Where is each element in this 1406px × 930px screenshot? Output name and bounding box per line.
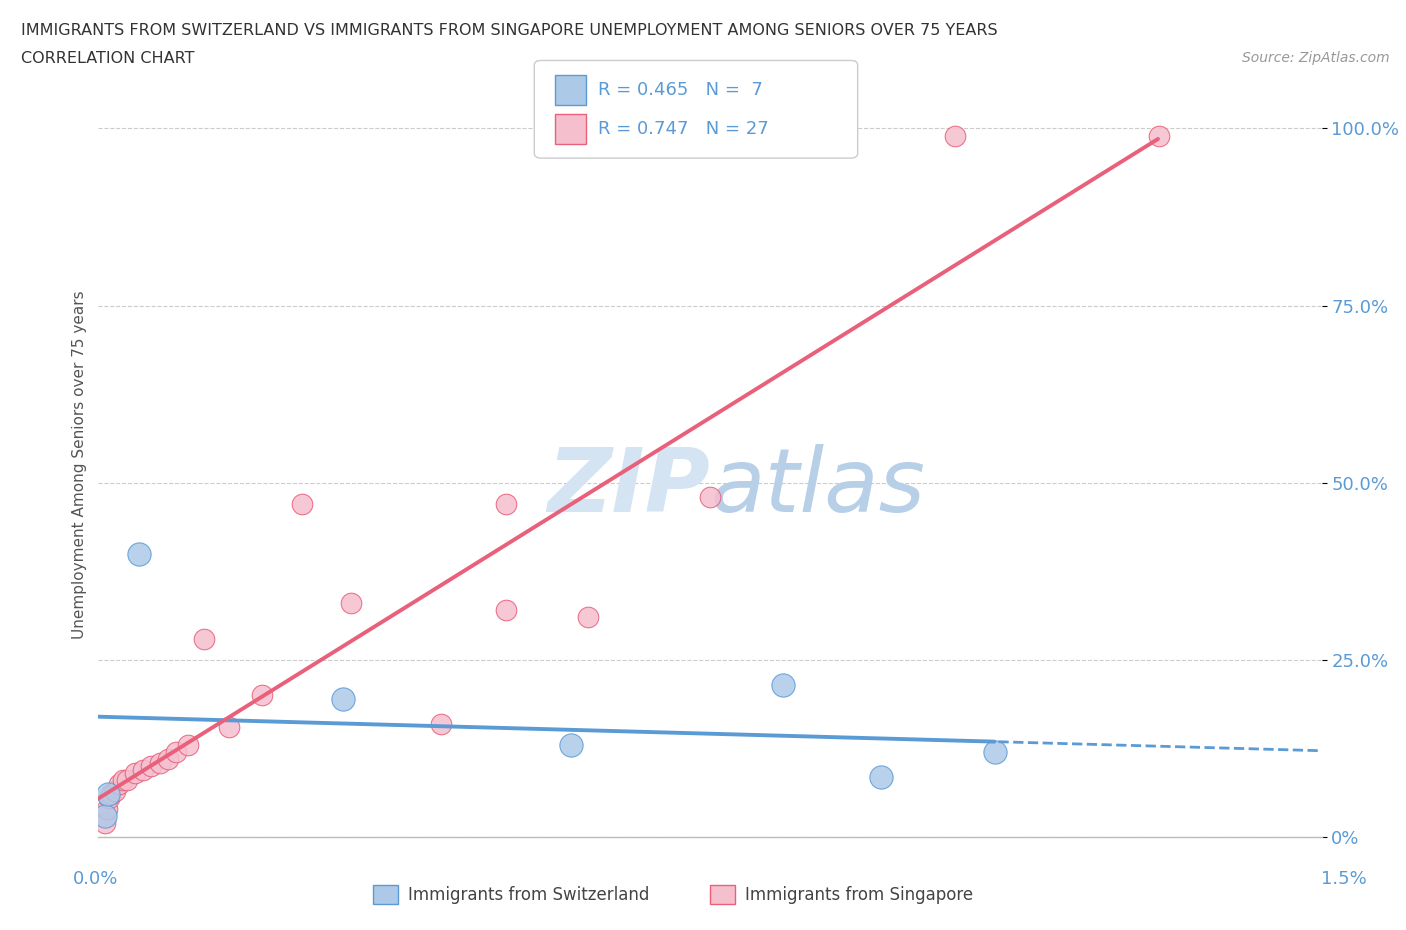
Point xyxy=(96,802,118,817)
Point xyxy=(149,755,172,770)
Point xyxy=(984,745,1007,760)
Point xyxy=(165,745,187,760)
Text: CORRELATION CHART: CORRELATION CHART xyxy=(21,51,194,66)
Point xyxy=(340,596,363,611)
Point xyxy=(218,720,240,735)
Point xyxy=(156,751,179,766)
Point xyxy=(772,677,794,692)
Point xyxy=(943,128,966,143)
Point xyxy=(132,763,155,777)
Point xyxy=(94,808,117,823)
Text: 1.5%: 1.5% xyxy=(1322,870,1367,888)
Point xyxy=(111,773,134,788)
Point xyxy=(141,759,163,774)
Text: 0.0%: 0.0% xyxy=(73,870,118,888)
Point xyxy=(104,783,127,798)
Point xyxy=(495,603,517,618)
Text: R = 0.747   N = 27: R = 0.747 N = 27 xyxy=(598,120,768,139)
Point xyxy=(291,497,314,512)
Point xyxy=(108,777,131,791)
Point xyxy=(430,716,453,731)
Point xyxy=(332,691,354,706)
Point xyxy=(124,765,146,780)
Y-axis label: Unemployment Among Seniors over 75 years: Unemployment Among Seniors over 75 years xyxy=(72,291,87,639)
Point xyxy=(177,737,200,752)
Text: atlas: atlas xyxy=(710,445,925,530)
Point xyxy=(870,769,893,784)
Point xyxy=(699,489,721,504)
Text: Source: ZipAtlas.com: Source: ZipAtlas.com xyxy=(1241,51,1389,65)
Text: IMMIGRANTS FROM SWITZERLAND VS IMMIGRANTS FROM SINGAPORE UNEMPLOYMENT AMONG SENI: IMMIGRANTS FROM SWITZERLAND VS IMMIGRANT… xyxy=(21,23,998,38)
Text: Immigrants from Switzerland: Immigrants from Switzerland xyxy=(408,885,650,904)
Point xyxy=(128,546,150,561)
Point xyxy=(98,790,121,805)
Point xyxy=(100,787,122,802)
Point xyxy=(560,737,582,752)
Point xyxy=(94,816,117,830)
Point xyxy=(250,688,273,703)
Text: ZIP: ZIP xyxy=(547,444,710,531)
Point xyxy=(495,497,517,512)
Text: R = 0.465   N =  7: R = 0.465 N = 7 xyxy=(598,81,762,100)
Point xyxy=(576,610,599,625)
Point xyxy=(1147,128,1170,143)
Text: Immigrants from Singapore: Immigrants from Singapore xyxy=(745,885,973,904)
Point xyxy=(115,773,138,788)
Point xyxy=(97,787,120,802)
Point xyxy=(193,631,215,646)
